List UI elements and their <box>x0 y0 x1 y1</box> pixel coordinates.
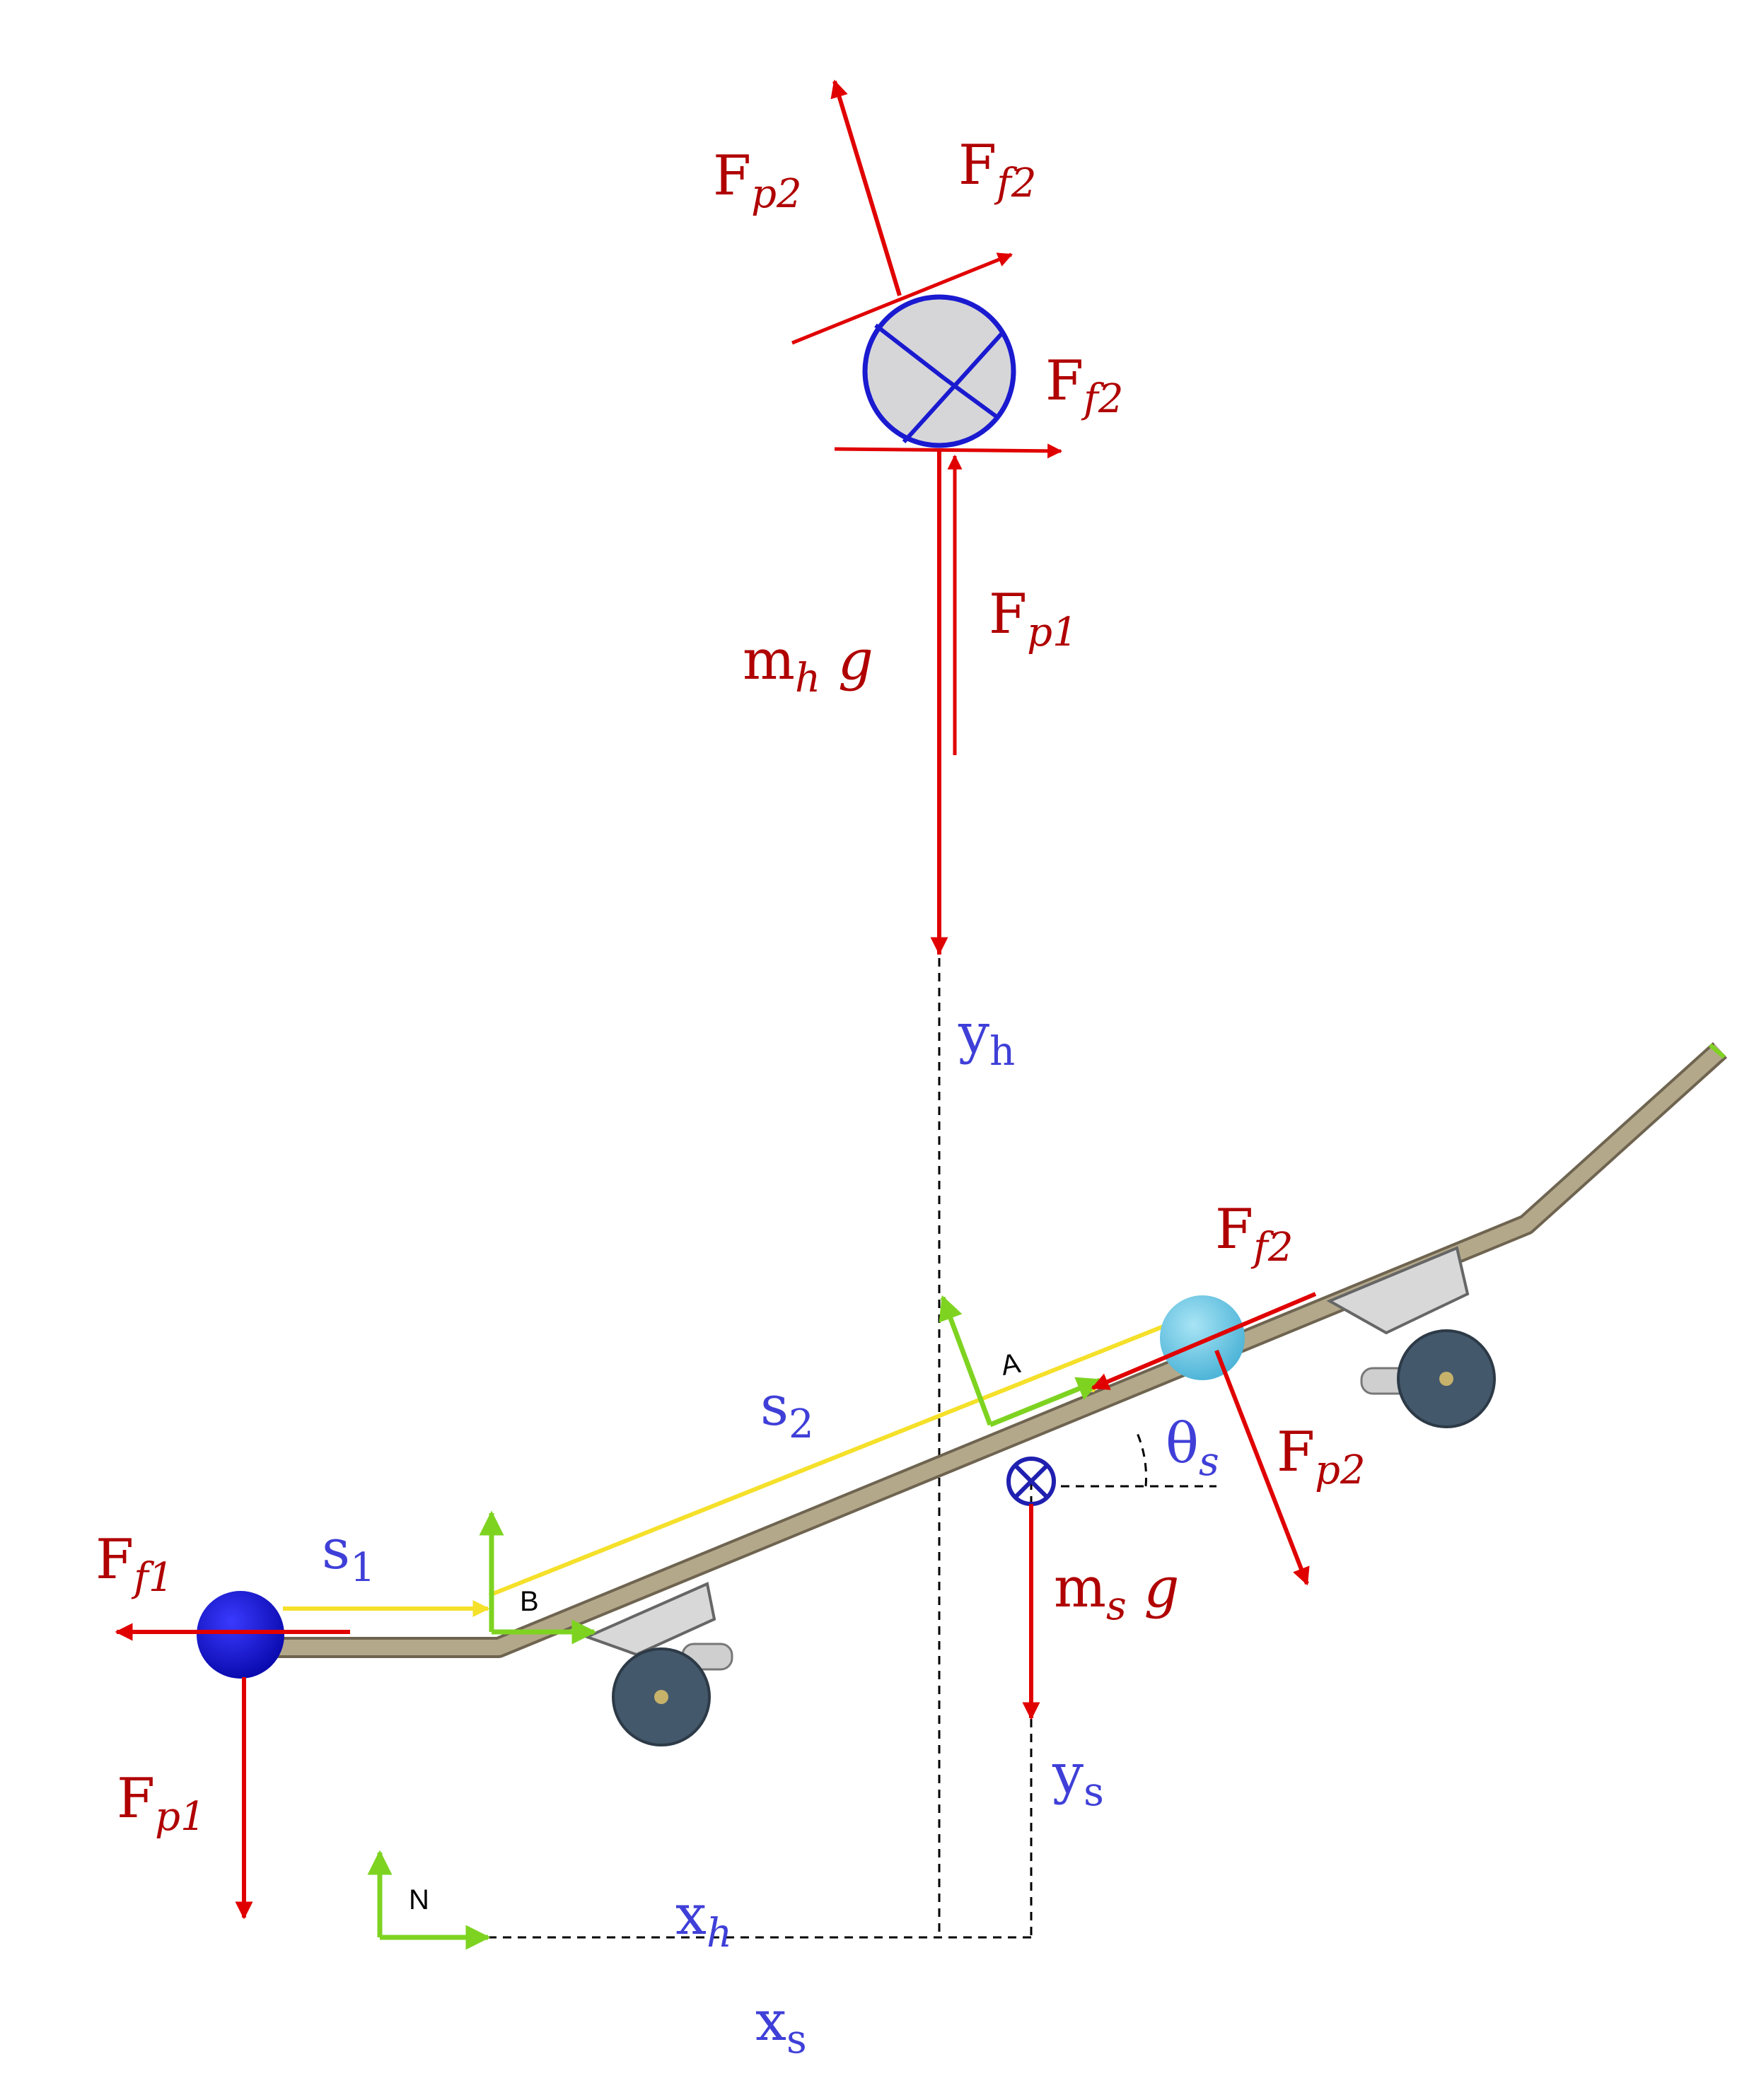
front-truck-hanger <box>1326 1246 1470 1335</box>
label-head-Fp1: Fp1 <box>989 583 1078 655</box>
label-s2: s2 <box>760 1375 814 1447</box>
label-ys: ys <box>1052 1742 1104 1815</box>
label-head-Ff2-side: Ff2 <box>1045 349 1123 422</box>
label-board-weight: ms g <box>1054 1556 1179 1629</box>
label-theta-s: θs <box>1166 1412 1219 1485</box>
deck-tail-tip <box>1709 1043 1726 1059</box>
label-yh: yh <box>958 1002 1015 1075</box>
frame-A <box>939 1295 1103 1428</box>
s2-vector <box>488 1308 1204 1597</box>
label-Ff1: Ff1 <box>95 1528 173 1601</box>
head-Ff2-side-arrow <box>834 443 1063 459</box>
label-Fp1: Fp1 <box>117 1767 206 1840</box>
frame-B <box>479 1510 597 1645</box>
head-Fp2-arrow <box>830 79 902 296</box>
label-board-Ff2: Ff2 <box>1215 1198 1293 1271</box>
skateboard-deck <box>255 1042 1728 1658</box>
label-xh: xh <box>675 1884 732 1956</box>
frame-A-tangent-axis <box>989 1377 1103 1428</box>
label-s1: s1 <box>322 1518 376 1591</box>
front-axle <box>1439 1372 1453 1386</box>
rear-truck-hanger <box>583 1582 716 1657</box>
skateboard <box>255 1042 1728 1746</box>
skateboard-deck-face <box>255 1044 1726 1655</box>
board-Fp2-arrow <box>1214 1349 1310 1586</box>
rear-truck <box>583 1582 733 1746</box>
theta-arc <box>1136 1433 1147 1487</box>
frame-N <box>367 1850 491 1950</box>
frame-label-A: A <box>999 1348 1023 1382</box>
hand-contact-icon <box>197 1591 284 1679</box>
label-xs: xs <box>755 1990 807 2063</box>
board-Ff2-arrow <box>1091 1292 1317 1390</box>
frame-label-N: N <box>409 1884 429 1915</box>
head-circle-icon <box>862 294 1016 448</box>
label-head-Ff2-top: Ff2 <box>958 134 1036 206</box>
front-truck <box>1326 1246 1496 1428</box>
label-head-Fp2: Fp2 <box>713 144 802 217</box>
frame-label-B: B <box>520 1586 539 1617</box>
dashed-guides <box>488 958 1216 1939</box>
foot-contact-icon <box>1160 1295 1245 1380</box>
frame-A-normal-axis <box>939 1295 993 1426</box>
head-Ff2-top-arrow <box>791 252 1013 345</box>
label-board-Fp2: Fp2 <box>1277 1421 1366 1493</box>
rear-axle <box>654 1690 668 1704</box>
label-head-weight: mh g <box>743 629 873 701</box>
force-arrows <box>115 79 1317 1920</box>
